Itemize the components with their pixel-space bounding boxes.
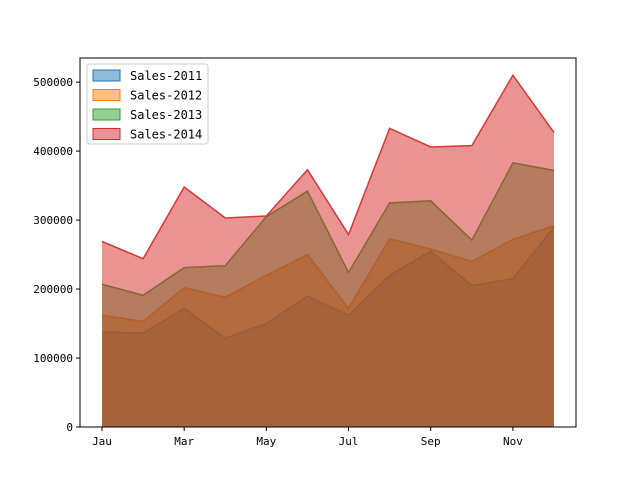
y-axis: 0 100000 200000 300000 400000 500000 [33,76,80,434]
plot-frame [79,57,577,428]
legend-swatch-sales-2013 [92,108,121,121]
y-tick-label: 500000 [33,76,73,89]
legend-box [86,63,209,145]
legend-label-sales-2011: Sales-2011 [130,69,202,83]
area-fill-sales-2014 [102,75,554,427]
y-tick-label: 300000 [33,214,73,227]
y-tick-label: 400000 [33,145,73,158]
legend-swatch-sales-2014 [92,128,121,140]
x-tick-label: Sep [421,435,441,448]
legend-swatch-sales-2011 [92,69,121,82]
area-series-group [101,73,555,428]
x-tick-label: Mar [174,435,194,448]
x-axis: Jau Mar May Jul Sep Nov [92,427,523,448]
legend: Sales-2011 Sales-2012 Sales-2013 Sales-2014 [86,63,209,145]
legend-label-sales-2012: Sales-2012 [130,89,202,103]
area-line-sales-2014 [101,73,555,260]
y-tick-label: 100000 [33,352,73,365]
legend-label-sales-2014: Sales-2014 [130,128,202,142]
x-tick-label: Jau [92,435,112,448]
legend-label-sales-2013: Sales-2013 [130,108,202,122]
y-tick-label: 0 [66,421,73,434]
y-tick-label: 200000 [33,283,73,296]
x-tick-label: May [256,435,276,448]
x-tick-label: Nov [503,435,523,448]
x-tick-label: Jul [339,435,359,448]
legend-swatch-sales-2012 [92,89,121,101]
